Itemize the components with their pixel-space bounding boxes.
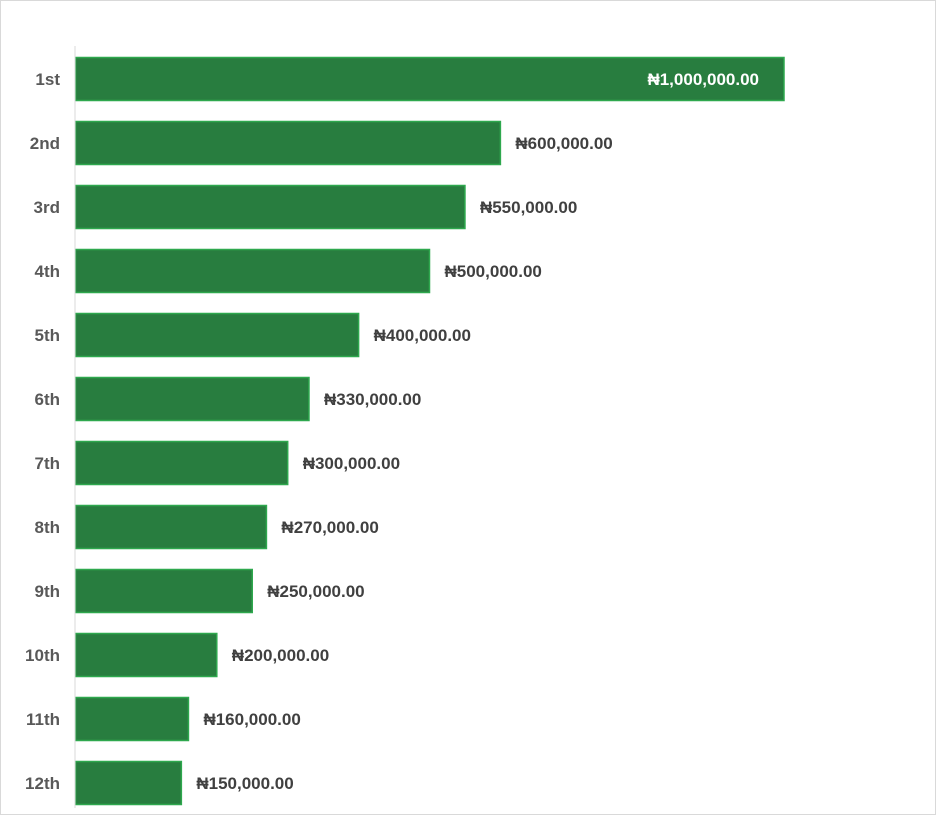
bar-8th xyxy=(74,504,268,550)
category-label: 7th xyxy=(35,454,61,473)
category-label: 5th xyxy=(35,326,61,345)
data-label: ₦300,000.00 xyxy=(303,454,400,473)
bar-1st xyxy=(74,56,785,102)
bar-3rd xyxy=(74,184,466,230)
bar-9th xyxy=(74,568,253,614)
bar-6th xyxy=(74,376,310,422)
data-label: ₦500,000.00 xyxy=(445,262,542,281)
bars-layer xyxy=(74,56,785,806)
bar-10th xyxy=(74,632,218,678)
data-label: ₦200,000.00 xyxy=(232,646,329,665)
category-label: 1st xyxy=(35,70,60,89)
category-label: 12th xyxy=(25,774,60,793)
bar-7th xyxy=(74,440,289,486)
category-label: 4th xyxy=(35,262,61,281)
bar-5th xyxy=(74,312,360,358)
bar-2nd xyxy=(74,120,502,166)
labels-layer: 1st ₦1,000,000.00 2nd ₦600,000.00 3rd ₦550,00… xyxy=(25,70,759,793)
data-label: ₦160,000.00 xyxy=(203,710,300,729)
category-label: 3rd xyxy=(34,198,60,217)
bar-11th xyxy=(74,696,190,742)
bar-4th xyxy=(74,248,431,294)
data-label: ₦250,000.00 xyxy=(267,582,364,601)
data-label: ₦400,000.00 xyxy=(374,326,471,345)
category-label: 9th xyxy=(35,582,61,601)
bar-12th xyxy=(74,760,183,806)
data-label: ₦330,000.00 xyxy=(324,390,421,409)
data-label: ₦550,000.00 xyxy=(480,198,577,217)
category-label: 10th xyxy=(25,646,60,665)
data-label: ₦600,000.00 xyxy=(515,134,612,153)
data-label: ₦270,000.00 xyxy=(281,518,378,537)
category-label: 11th xyxy=(26,710,60,729)
category-label: 6th xyxy=(35,390,61,409)
data-label: ₦1,000,000.00 xyxy=(647,70,759,89)
category-label: 2nd xyxy=(30,134,60,153)
category-label: 8th xyxy=(35,518,61,537)
data-label: ₦150,000.00 xyxy=(196,774,293,793)
